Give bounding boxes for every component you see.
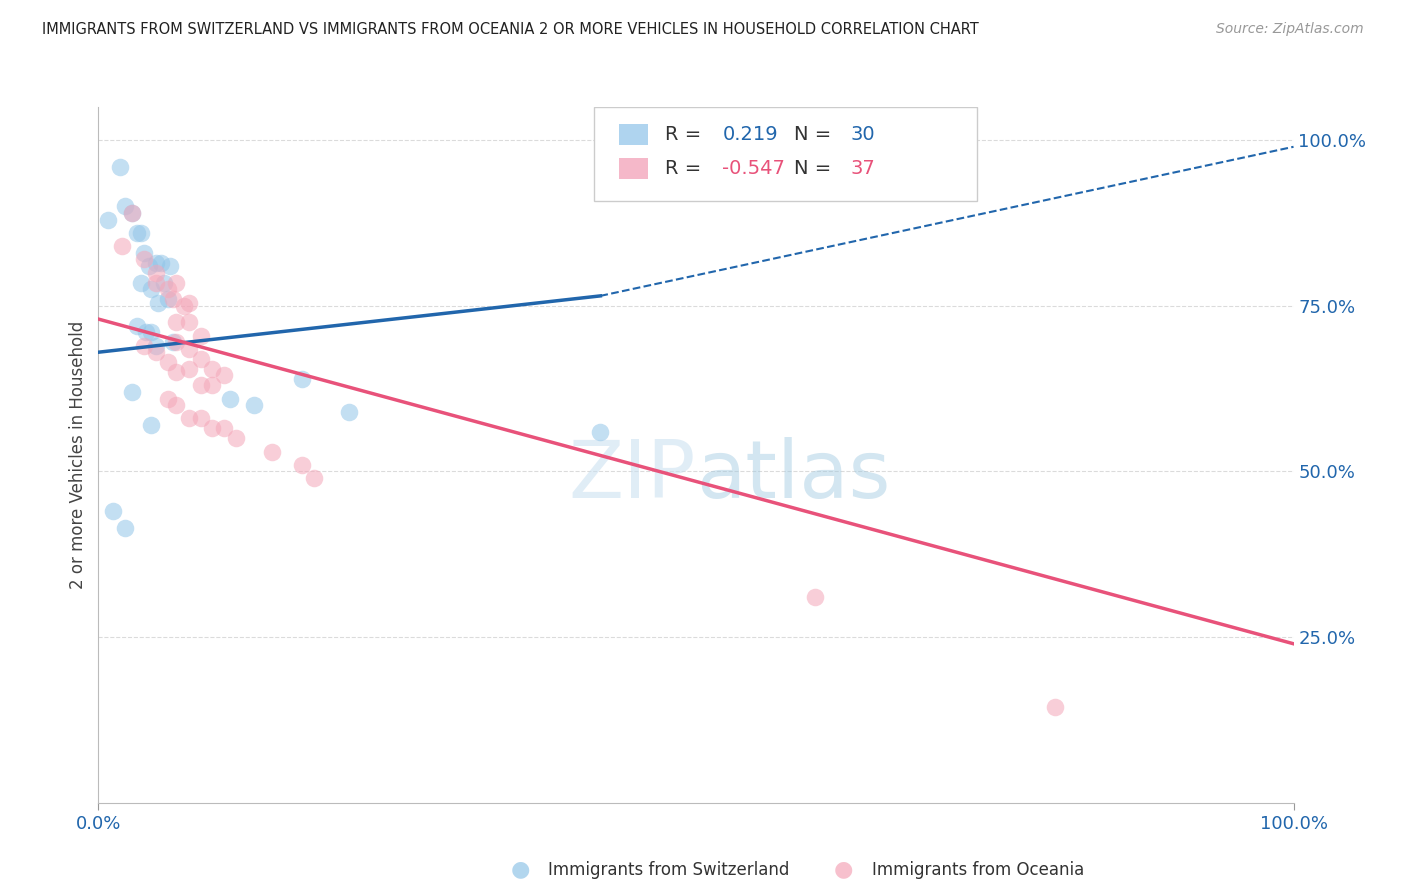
Point	[165, 315, 187, 329]
Point	[132, 245, 155, 260]
Point	[145, 256, 167, 270]
Point	[179, 411, 201, 425]
Point	[179, 342, 201, 356]
Point	[339, 405, 360, 419]
Point	[114, 521, 136, 535]
Point	[201, 378, 224, 392]
Point	[190, 378, 212, 392]
Text: -0.547: -0.547	[723, 159, 785, 178]
Point	[190, 411, 212, 425]
Point	[131, 226, 153, 240]
FancyBboxPatch shape	[620, 124, 648, 145]
Text: 0.219: 0.219	[723, 126, 778, 145]
Point	[219, 392, 242, 406]
Text: 37: 37	[851, 159, 875, 178]
Text: IMMIGRANTS FROM SWITZERLAND VS IMMIGRANTS FROM OCEANIA 2 OR MORE VEHICLES IN HOU: IMMIGRANTS FROM SWITZERLAND VS IMMIGRANT…	[42, 22, 979, 37]
Point	[108, 160, 131, 174]
Point	[156, 392, 179, 406]
Text: Immigrants from Switzerland: Immigrants from Switzerland	[548, 861, 790, 879]
Point	[97, 212, 120, 227]
Point	[135, 326, 157, 340]
Point	[145, 345, 167, 359]
Point	[179, 361, 201, 376]
Text: ●: ●	[510, 860, 530, 880]
Text: Immigrants from Oceania: Immigrants from Oceania	[872, 861, 1084, 879]
Point	[138, 259, 160, 273]
Point	[125, 226, 148, 240]
Text: 30: 30	[851, 126, 875, 145]
Point	[145, 276, 167, 290]
Point	[1043, 699, 1066, 714]
Point	[291, 372, 314, 386]
Point	[201, 361, 224, 376]
Point	[159, 259, 181, 273]
Point	[132, 338, 155, 352]
Point	[201, 421, 224, 435]
Text: ●: ●	[834, 860, 853, 880]
Point	[139, 326, 162, 340]
Point	[804, 591, 827, 605]
Point	[179, 295, 201, 310]
Y-axis label: 2 or more Vehicles in Household: 2 or more Vehicles in Household	[69, 321, 87, 589]
Point	[302, 471, 325, 485]
Point	[153, 276, 176, 290]
Text: N =: N =	[794, 126, 838, 145]
Point	[145, 338, 167, 352]
Point	[156, 292, 179, 306]
Point	[101, 504, 124, 518]
Point	[291, 458, 314, 472]
Point	[173, 299, 195, 313]
FancyBboxPatch shape	[595, 107, 977, 201]
Point	[121, 384, 143, 399]
Point	[162, 292, 184, 306]
Text: atlas: atlas	[696, 437, 890, 515]
Point	[162, 335, 184, 350]
Text: R =: R =	[665, 159, 707, 178]
Point	[121, 206, 143, 220]
Point	[139, 418, 162, 433]
Text: Source: ZipAtlas.com: Source: ZipAtlas.com	[1216, 22, 1364, 37]
Point	[165, 335, 187, 350]
Point	[589, 425, 612, 439]
Point	[145, 266, 167, 280]
Point	[131, 276, 153, 290]
Point	[243, 398, 266, 412]
Point	[148, 295, 170, 310]
Point	[156, 355, 179, 369]
Point	[179, 315, 201, 329]
Point	[132, 252, 155, 267]
Point	[260, 444, 283, 458]
Point	[212, 368, 235, 383]
FancyBboxPatch shape	[620, 158, 648, 178]
Point	[139, 282, 162, 296]
Point	[190, 328, 212, 343]
Point	[190, 351, 212, 366]
Point	[121, 206, 143, 220]
Text: ZIP: ZIP	[568, 437, 696, 515]
Point	[149, 256, 172, 270]
Point	[165, 398, 187, 412]
Text: N =: N =	[794, 159, 838, 178]
Point	[165, 365, 187, 379]
Point	[114, 199, 136, 213]
Point	[125, 318, 148, 333]
Point	[225, 431, 247, 445]
Point	[165, 276, 187, 290]
Point	[156, 282, 179, 296]
Point	[212, 421, 235, 435]
Point	[111, 239, 134, 253]
Text: R =: R =	[665, 126, 707, 145]
